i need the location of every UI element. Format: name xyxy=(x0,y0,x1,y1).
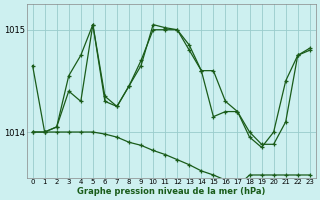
X-axis label: Graphe pression niveau de la mer (hPa): Graphe pression niveau de la mer (hPa) xyxy=(77,187,265,196)
